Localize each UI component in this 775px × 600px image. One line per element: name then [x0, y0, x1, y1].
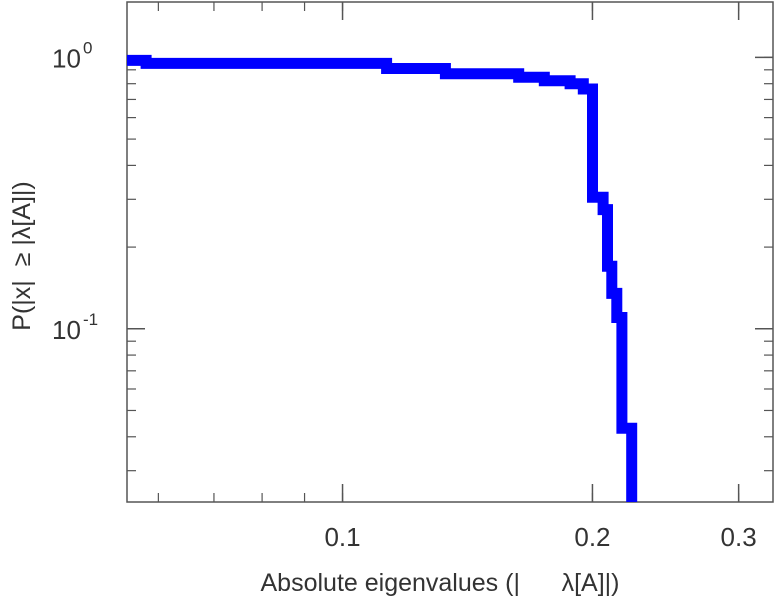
x-tick-label: 0.2: [574, 522, 610, 552]
plot-frame: [126, 1, 774, 503]
y-axis-label: P(|x| ≥ |λ[A]|): [8, 181, 36, 330]
y-tick-exponent: -1: [83, 310, 98, 329]
series-line: [127, 54, 638, 502]
x-axis-label: Absolute eigenvalues (| λ[A]|): [261, 569, 620, 597]
x-tick-label: 0.3: [721, 522, 757, 552]
y-tick-exponent: 0: [83, 38, 92, 57]
x-axis-ticks: 0.1 0.2 0.3: [324, 2, 757, 552]
x-tick-label: 0.1: [324, 522, 360, 552]
y-tick-label: 10: [52, 43, 81, 73]
y-tick-label: 10: [52, 315, 81, 345]
